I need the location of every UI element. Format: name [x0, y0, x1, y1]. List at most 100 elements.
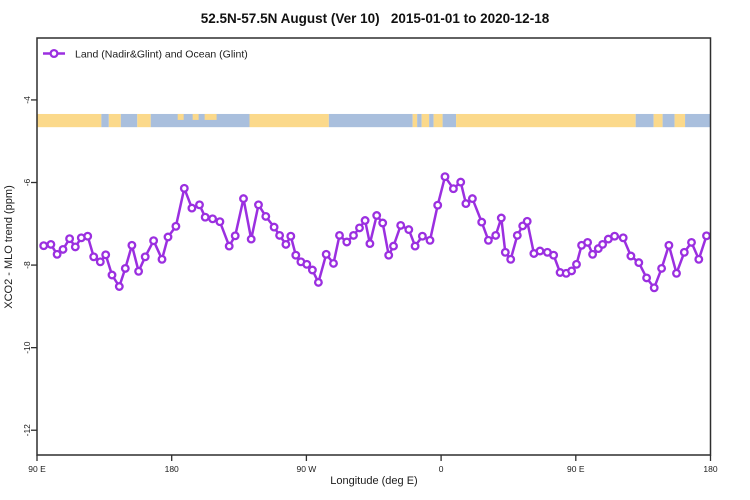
data-point-marker — [491, 230, 501, 240]
x-axis-title: Longitude (deg E) — [330, 475, 417, 487]
data-point-marker — [302, 259, 312, 269]
ocean-band-segment — [120, 113, 138, 128]
data-point-marker — [349, 230, 358, 240]
land-band-segment — [674, 113, 686, 128]
data-point-marker — [506, 254, 516, 264]
data-point-marker — [281, 239, 291, 249]
data-point-marker — [672, 268, 681, 278]
data-point-marker — [461, 199, 471, 209]
x-axis: 90 E 180 90 W 0 90 E 180 — [28, 455, 718, 474]
data-point-marker — [230, 231, 240, 241]
data-point-marker — [208, 214, 218, 224]
ocean-band-segment — [685, 113, 711, 128]
land-band-segment — [192, 113, 199, 120]
data-point-marker — [215, 217, 225, 227]
data-point-marker — [679, 247, 689, 257]
land-band-segment — [456, 113, 636, 128]
y-axis: -4 -6 -8 -10 -12 — [22, 96, 37, 436]
data-point-marker — [522, 216, 532, 226]
data-point-marker — [467, 194, 477, 204]
data-point-marker — [500, 247, 510, 257]
data-point-marker — [120, 263, 130, 273]
data-point-marker — [425, 235, 435, 245]
land-band-segment — [412, 113, 418, 128]
x-tick-label: 0 — [439, 464, 444, 474]
land-band-segment — [249, 113, 329, 128]
data-point-marker — [163, 232, 173, 242]
data-point-marker — [58, 244, 68, 254]
data-point-marker — [101, 250, 111, 260]
data-point-marker — [372, 211, 382, 220]
plot-border — [36, 37, 712, 456]
data-point-marker — [583, 237, 593, 247]
land-band-segment — [177, 113, 184, 120]
ocean-band-segment — [442, 113, 457, 128]
data-point-marker — [195, 200, 204, 210]
data-point-marker — [149, 236, 159, 246]
data-point-marker — [694, 254, 704, 264]
y-tick-label: -10 — [22, 341, 32, 354]
data-point-marker — [610, 231, 620, 241]
data-point-marker — [687, 237, 696, 247]
data-point-marker — [65, 234, 75, 244]
ocean-band-segment — [417, 113, 422, 128]
x-tick-label: 180 — [165, 464, 179, 474]
series-line — [42, 175, 708, 290]
data-point-marker — [157, 254, 167, 264]
data-point-marker — [200, 212, 210, 222]
y-tick-label: -8 — [22, 261, 32, 269]
land-band-segment — [37, 113, 102, 128]
y-tick-label: -4 — [22, 96, 32, 104]
data-point-marker — [107, 270, 117, 280]
data-point-marker — [127, 240, 137, 250]
data-point-marker — [626, 251, 636, 261]
data-point-marker — [384, 250, 394, 260]
data-point-marker — [649, 283, 659, 293]
data-point-marker — [360, 216, 370, 225]
series-group — [39, 172, 711, 293]
x-tick-label: 180 — [703, 464, 717, 474]
data-point-marker — [134, 266, 144, 276]
data-point-marker — [83, 231, 93, 241]
data-point-marker — [286, 231, 296, 241]
data-point-marker — [246, 234, 256, 244]
data-point-marker — [179, 183, 189, 193]
data-point-marker — [549, 250, 559, 260]
data-point-marker — [275, 230, 285, 240]
data-point-marker — [291, 250, 301, 260]
data-point-marker — [417, 231, 427, 241]
data-point-marker — [239, 194, 248, 204]
data-point-marker — [404, 225, 414, 235]
data-point-marker — [89, 252, 99, 262]
data-point-marker — [70, 242, 80, 252]
data-point-marker — [642, 273, 652, 283]
data-point-marker — [342, 237, 352, 247]
land-band-segment — [204, 113, 217, 120]
data-point-marker — [261, 211, 271, 221]
data-point-marker — [572, 259, 581, 269]
ocean-band-segment — [635, 113, 654, 128]
data-point-marker — [52, 249, 62, 259]
y-tick-label: -12 — [22, 424, 32, 437]
x-tick-label: 90 E — [28, 464, 46, 474]
legend: Land (Nadir&Glint) and Ocean (Glint) — [43, 49, 248, 61]
data-point-marker — [355, 223, 364, 233]
data-point-marker — [567, 266, 577, 276]
y-axis-title: XCO2 - MLO trend (ppm) — [3, 185, 15, 308]
data-point-marker — [269, 222, 279, 232]
data-point-marker — [46, 239, 56, 249]
legend-label: Land (Nadir&Glint) and Ocean (Glint) — [75, 49, 248, 61]
data-point-marker — [378, 218, 388, 228]
data-point-marker — [140, 252, 150, 262]
data-point-marker — [389, 241, 398, 251]
data-point-marker — [483, 235, 493, 245]
ocean-band-segment — [150, 113, 250, 128]
data-point-marker — [657, 263, 667, 273]
ocean-band-segment — [429, 113, 434, 128]
data-point-marker — [634, 258, 644, 268]
land-band-segment — [137, 113, 151, 128]
x-tick-label: 90 W — [296, 464, 316, 474]
data-point-marker — [433, 200, 443, 210]
data-point-marker — [313, 277, 323, 287]
